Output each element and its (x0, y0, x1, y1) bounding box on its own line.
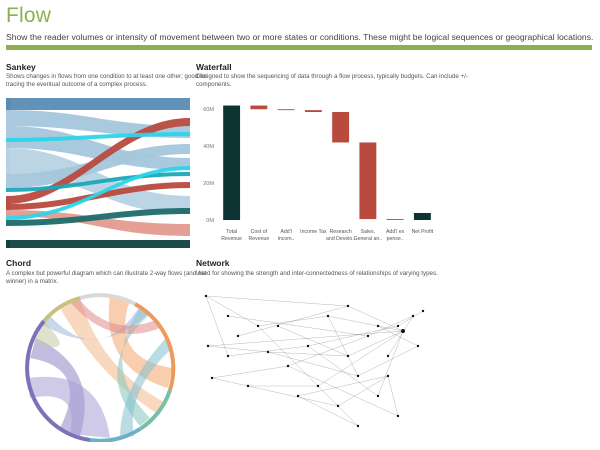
chord-ribbon-pink (70, 298, 160, 335)
chord-description: A complex but powerful diagram which can… (6, 270, 207, 286)
waterfall-category-label: General an.. (354, 236, 383, 242)
chord-arcs (25, 293, 176, 442)
sankey-flow-dark-teal-bottom (6, 240, 190, 248)
network-desc-line-1: Used for showing the strength and inter-… (196, 270, 438, 277)
waterfall-desc-line-2: components. (196, 81, 232, 88)
chord-ribbon-cyan (120, 338, 170, 438)
chord-arc-blue (89, 427, 142, 442)
waterfall-category-label: Sales, (361, 229, 375, 235)
sankey-flow-blue-top (6, 98, 190, 110)
network-graph (204, 294, 425, 428)
waterfall-category-label: Add'l ex (386, 229, 405, 235)
waterfall-bar (277, 109, 295, 111)
waterfall-category-label: Income Tax (300, 229, 327, 235)
waterfall-y-tick-label: 40M (203, 144, 214, 150)
waterfall-bar (359, 142, 377, 220)
chord-title: Chord (6, 258, 32, 268)
waterfall-y-tick-label: 0M (206, 218, 214, 224)
chord-ribbon-peach (60, 298, 164, 414)
waterfall-y-tick-label: 20M (203, 181, 214, 187)
waterfall-category-label: Net Profit (412, 229, 434, 235)
waterfall-desc-line-1: Designed to show the sequencing of data … (196, 73, 468, 80)
sankey-chart (6, 98, 190, 248)
network-title: Network (196, 258, 230, 268)
sankey-desc-line-2: tracing the eventual outcome of a comple… (6, 81, 148, 88)
waterfall-category-label: Total (226, 229, 237, 235)
network-description: Used for showing the strength and inter-… (196, 270, 438, 278)
chord-ribbon-lavender (28, 376, 110, 438)
waterfall-y-tick-label: 60M (203, 107, 214, 113)
waterfall-bar (332, 112, 350, 143)
chord-arc-orange (134, 302, 176, 391)
waterfall-title: Waterfall (196, 62, 232, 72)
waterfall-category-label: incom.. (278, 236, 295, 242)
sankey-flow-light-blue-d (6, 144, 190, 188)
chord-diagram (25, 293, 176, 442)
waterfall-category-label: Revenue (248, 236, 269, 242)
waterfall-bar (223, 105, 241, 220)
waterfall-category-label: Research (330, 229, 352, 235)
network-edges (205, 295, 424, 427)
waterfall-category-label: Add'l (280, 229, 291, 235)
page-title: Flow (6, 4, 52, 27)
waterfall-bar (304, 110, 322, 112)
page-subtitle: Show the reader volumes or intensity of … (6, 32, 594, 42)
sankey-flows (6, 98, 190, 248)
sankey-flow-dark-teal-mid (6, 208, 190, 226)
waterfall-category-label: Cost of (251, 229, 268, 235)
chord-ribbon-orange (108, 296, 172, 388)
chord-ribbons (28, 296, 172, 438)
sankey-desc-line-1: Shows changes in flows from one conditio… (6, 73, 208, 80)
waterfall-bar (250, 105, 268, 110)
waterfall-bar (386, 219, 404, 220)
waterfall-description: Designed to show the sequencing of data … (196, 73, 468, 89)
chord-arc-gray (79, 293, 136, 306)
waterfall-category-label: and Develo.. (326, 236, 355, 242)
sankey-description: Shows changes in flows from one conditio… (6, 73, 207, 89)
sankey-flow-cyan-b (6, 132, 190, 142)
chord-desc-line-1: A complex but powerful diagram which can… (6, 270, 207, 277)
waterfall-category-label: Revenue (221, 236, 242, 242)
chord-ribbon-teal (117, 308, 150, 426)
sankey-flow-cyan-a (6, 166, 190, 220)
sankey-title: Sankey (6, 62, 36, 72)
chord-arc-olive (42, 296, 81, 323)
network-nodes (204, 294, 425, 428)
sankey-flow-teal (6, 172, 190, 192)
chord-desc-line-2: winner) in a matrix. (6, 278, 59, 285)
chord-ribbon-olive (34, 322, 60, 347)
waterfall-bar (413, 212, 431, 220)
chord-arc-purple (25, 319, 91, 442)
title-divider (6, 45, 592, 50)
chord-arc-teal (138, 389, 172, 431)
sankey-flow-salmon (6, 210, 190, 236)
waterfall-category-label: pense.. (387, 236, 404, 242)
sankey-flow-red-a (6, 118, 190, 204)
